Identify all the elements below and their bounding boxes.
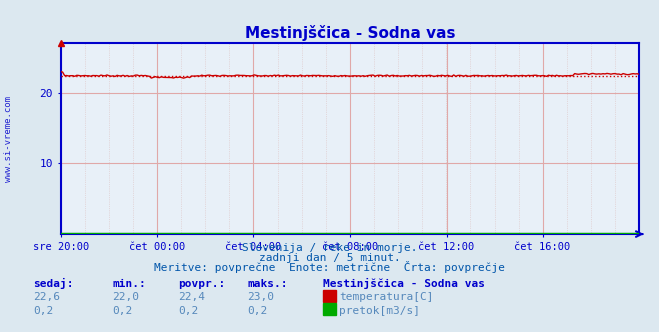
Text: maks.:: maks.: [247,279,287,289]
Text: 22,0: 22,0 [112,292,139,302]
Text: min.:: min.: [112,279,146,289]
Text: zadnji dan / 5 minut.: zadnji dan / 5 minut. [258,253,401,263]
Title: Mestinjščica - Sodna vas: Mestinjščica - Sodna vas [244,25,455,41]
Text: Meritve: povprečne  Enote: metrične  Črta: povprečje: Meritve: povprečne Enote: metrične Črta:… [154,261,505,273]
Text: 22,4: 22,4 [178,292,205,302]
Text: povpr.:: povpr.: [178,279,225,289]
Text: temperatura[C]: temperatura[C] [339,292,434,302]
Text: 0,2: 0,2 [247,306,268,316]
Text: www.si-vreme.com: www.si-vreme.com [4,96,13,183]
Text: 0,2: 0,2 [112,306,132,316]
Text: sedaj:: sedaj: [33,278,73,289]
Text: Mestinjščica - Sodna vas: Mestinjščica - Sodna vas [323,278,485,289]
Text: 0,2: 0,2 [178,306,198,316]
Text: 22,6: 22,6 [33,292,60,302]
Text: 0,2: 0,2 [33,306,53,316]
Text: Slovenija / reke in morje.: Slovenija / reke in morje. [242,243,417,253]
Text: pretok[m3/s]: pretok[m3/s] [339,306,420,316]
Text: 23,0: 23,0 [247,292,274,302]
